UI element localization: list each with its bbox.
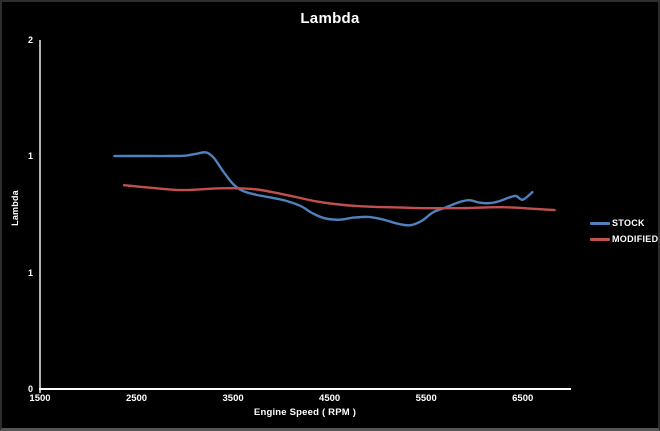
x-tick-label: 5500: [415, 393, 437, 404]
legend-swatch-stock: [590, 221, 610, 225]
y-tick-label: 1: [27, 267, 33, 278]
x-tick-label: 2500: [125, 393, 148, 404]
legend: STOCK MODIFIED: [590, 215, 658, 247]
legend-label: STOCK: [612, 218, 645, 228]
legend-item-modified: MODIFIED: [590, 231, 658, 247]
series-line-stock: [113, 151, 534, 227]
x-axis-title: Engine Speed ( RPM ): [253, 407, 357, 418]
x-tick-label: 1500: [29, 393, 51, 404]
x-tick-label: 4500: [319, 393, 341, 404]
legend-item-stock: STOCK: [590, 215, 658, 231]
legend-swatch-modified: [590, 237, 610, 241]
y-tick-label: 2: [27, 35, 33, 45]
y-tick-label: 0: [27, 384, 33, 394]
series-line-modified: [122, 183, 556, 212]
legend-label: MODIFIED: [612, 234, 659, 244]
x-tick-label: 3500: [222, 393, 244, 404]
x-tick-label: 6500: [512, 393, 534, 404]
chart-title: Lambda: [300, 10, 360, 27]
y-tick-label: 1: [27, 151, 33, 162]
